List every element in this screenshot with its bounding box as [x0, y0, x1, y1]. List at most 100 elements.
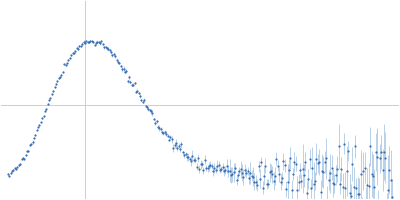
Point — [268, 169, 274, 173]
Point — [226, 169, 233, 172]
Point — [228, 174, 234, 177]
Point — [163, 132, 170, 135]
Point — [47, 96, 54, 100]
Point — [364, 183, 371, 186]
Point — [120, 67, 127, 70]
Point — [34, 128, 40, 132]
Point — [257, 177, 263, 180]
Point — [12, 166, 18, 170]
Point — [134, 89, 140, 92]
Point — [301, 174, 307, 177]
Point — [382, 156, 388, 159]
Point — [368, 172, 375, 175]
Point — [216, 164, 222, 167]
Point — [229, 173, 236, 176]
Point — [109, 54, 116, 57]
Point — [284, 181, 291, 184]
Point — [261, 175, 267, 178]
Point — [69, 52, 76, 55]
Point — [290, 173, 296, 176]
Point — [80, 41, 87, 44]
Point — [292, 162, 299, 166]
Point — [43, 107, 50, 110]
Point — [142, 104, 149, 108]
Point — [171, 143, 178, 146]
Point — [305, 177, 311, 181]
Point — [236, 170, 242, 173]
Point — [199, 162, 205, 166]
Point — [300, 167, 306, 170]
Point — [52, 85, 58, 89]
Point — [287, 157, 294, 160]
Point — [38, 121, 44, 124]
Point — [159, 131, 165, 134]
Point — [4, 173, 11, 176]
Point — [32, 134, 38, 137]
Point — [21, 157, 28, 160]
Point — [312, 179, 318, 183]
Point — [91, 43, 98, 46]
Point — [93, 41, 99, 44]
Point — [83, 39, 90, 42]
Point — [152, 121, 158, 124]
Point — [316, 161, 322, 164]
Point — [87, 40, 94, 43]
Point — [13, 167, 19, 170]
Point — [158, 127, 164, 131]
Point — [313, 157, 320, 161]
Point — [217, 169, 223, 172]
Point — [377, 157, 383, 160]
Point — [204, 167, 211, 170]
Point — [94, 40, 100, 43]
Point — [207, 163, 214, 166]
Point — [126, 75, 132, 78]
Point — [340, 185, 346, 188]
Point — [46, 98, 52, 102]
Point — [119, 68, 125, 71]
Point — [266, 171, 273, 174]
Point — [75, 47, 81, 50]
Point — [388, 178, 394, 181]
Point — [366, 184, 372, 187]
Point — [68, 54, 74, 57]
Point — [182, 152, 189, 156]
Point — [291, 160, 298, 164]
Point — [221, 170, 227, 173]
Point — [354, 192, 361, 195]
Point — [372, 150, 379, 153]
Point — [185, 155, 192, 159]
Point — [155, 125, 161, 129]
Point — [288, 188, 295, 191]
Point — [258, 160, 264, 163]
Point — [138, 98, 145, 102]
Point — [203, 167, 210, 170]
Point — [20, 156, 26, 160]
Point — [370, 175, 376, 178]
Point — [222, 169, 229, 172]
Point — [57, 76, 63, 79]
Point — [97, 42, 103, 45]
Point — [58, 74, 65, 77]
Point — [25, 149, 32, 153]
Point — [10, 169, 16, 172]
Point — [225, 170, 232, 173]
Point — [61, 62, 68, 66]
Point — [153, 120, 160, 123]
Point — [243, 171, 249, 174]
Point — [108, 51, 114, 54]
Point — [6, 174, 12, 178]
Point — [31, 136, 37, 139]
Point — [360, 170, 366, 173]
Point — [50, 89, 56, 93]
Point — [328, 166, 335, 170]
Point — [184, 155, 190, 159]
Point — [380, 168, 386, 172]
Point — [206, 165, 212, 168]
Point — [16, 164, 22, 167]
Point — [174, 146, 180, 149]
Point — [214, 164, 220, 167]
Point — [141, 98, 147, 101]
Point — [148, 110, 154, 113]
Point — [74, 46, 80, 49]
Point — [306, 157, 313, 161]
